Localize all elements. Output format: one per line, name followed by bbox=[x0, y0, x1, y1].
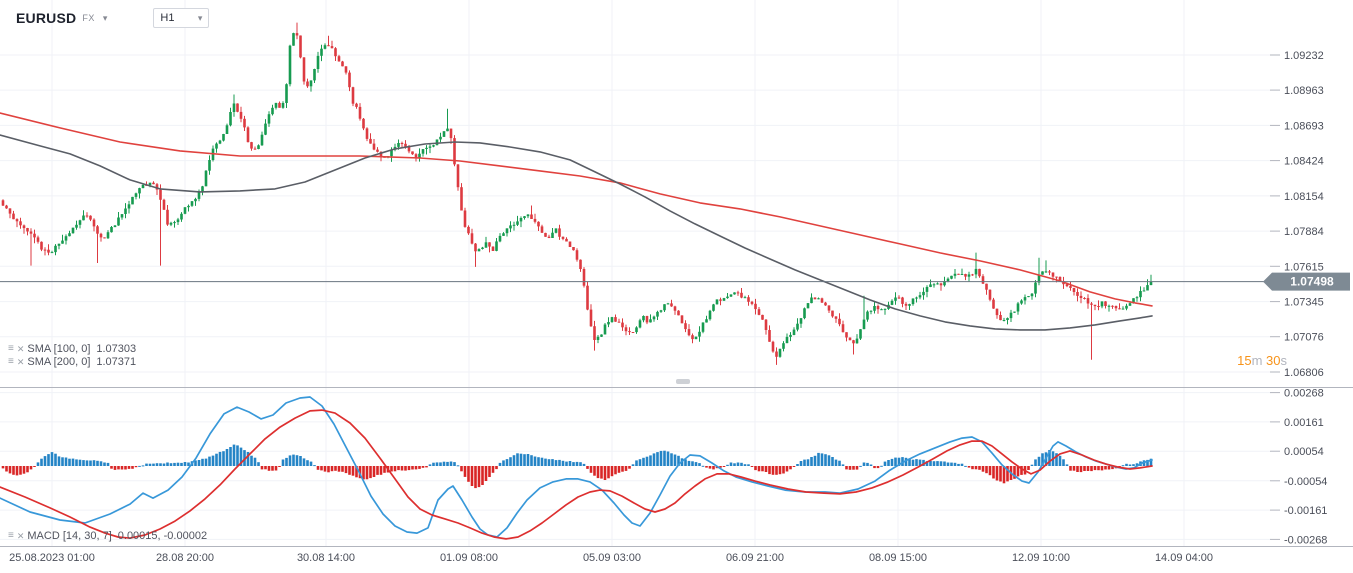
price-tick-label: 1.06806 bbox=[1284, 367, 1324, 379]
timer-seconds: 30 bbox=[1266, 353, 1281, 368]
macd-tick-label: -0.00161 bbox=[1284, 505, 1327, 517]
panel-handle[interactable] bbox=[676, 379, 690, 384]
macd-axis: 0.00268 0.00161 0.00054 -0.00054 -0.00161 -0.… bbox=[1270, 388, 1327, 546]
price-tick-label: 1.08963 bbox=[1284, 85, 1324, 97]
market-label: FX bbox=[82, 13, 95, 23]
macd-settings-icon[interactable]: ≡ bbox=[8, 530, 14, 541]
price-tick-label: 1.07884 bbox=[1284, 226, 1324, 238]
symbol-caret-icon[interactable]: ▾ bbox=[102, 12, 108, 23]
timeframe-caret-icon: ▾ bbox=[197, 12, 203, 23]
sma100-close-icon[interactable]: ✕ bbox=[16, 344, 25, 354]
price-tick-label: 1.07345 bbox=[1284, 297, 1324, 309]
last-price-label: 1.07498 bbox=[1290, 275, 1334, 289]
price-tick-label: 1.08424 bbox=[1284, 156, 1324, 168]
candlesticks bbox=[1, 22, 1153, 365]
macd-signal-line bbox=[0, 409, 1153, 540]
sma100-label: SMA [100, 0] bbox=[27, 343, 91, 355]
sma200-value: 1.07371 bbox=[96, 356, 137, 368]
time-tick-label: 06.09 21:00 bbox=[726, 552, 784, 564]
macd-tick-label: -0.00054 bbox=[1284, 476, 1327, 488]
timer-minutes: 15 bbox=[1237, 353, 1252, 368]
sma200-legend: ≡ ✕ SMA [200, 0] 1.07371 bbox=[8, 356, 136, 368]
sma100-settings-icon[interactable]: ≡ bbox=[8, 343, 14, 354]
price-tick-label: 1.08154 bbox=[1284, 191, 1324, 203]
time-tick-label: 30.08 14:00 bbox=[297, 552, 355, 564]
sma200-line bbox=[0, 134, 1153, 331]
time-tick-label: 05.09 03:00 bbox=[583, 552, 641, 564]
macd-histogram bbox=[1, 444, 1153, 489]
candle-countdown-timer: 15m 30s bbox=[1237, 353, 1287, 368]
time-tick-label: 25.08.2023 01:00 bbox=[9, 552, 95, 564]
macd-legend: ≡ ✕ MACD [14, 30, 7] 0.00015, -0.00002 bbox=[8, 530, 207, 542]
price-tick-label: 1.07076 bbox=[1284, 332, 1324, 344]
sma200-label: SMA [200, 0] bbox=[27, 356, 91, 368]
time-tick-label: 01.09 08:00 bbox=[440, 552, 498, 564]
time-tick-label: 08.09 15:00 bbox=[869, 552, 927, 564]
sma100-legend: ≡ ✕ SMA [100, 0] 1.07303 bbox=[8, 343, 136, 355]
last-price-badge: 1.07498 bbox=[1263, 272, 1350, 291]
symbol-header: EURUSD FX ▾ H1 ▾ bbox=[16, 8, 210, 28]
timeframe-value: H1 bbox=[160, 12, 175, 24]
gridlines bbox=[0, 0, 1270, 546]
sma200-settings-icon[interactable]: ≡ bbox=[8, 356, 14, 367]
price-axis: 1.09232 1.08963 1.08693 1.08424 1.08154 1.078… bbox=[1270, 50, 1324, 379]
macd-label: MACD [14, 30, 7] bbox=[27, 530, 112, 542]
time-axis: 25.08.2023 01:00 28.08 20:00 30.08 14:00 01… bbox=[9, 552, 1213, 564]
symbol-name[interactable]: EURUSD bbox=[16, 10, 77, 26]
price-tick-label: 1.07615 bbox=[1284, 261, 1324, 273]
time-tick-label: 12.09 10:00 bbox=[1012, 552, 1070, 564]
macd-tick-label: -0.00268 bbox=[1284, 534, 1327, 546]
macd-tick-label: 0.00054 bbox=[1284, 446, 1324, 458]
macd-tick-label: 0.00268 bbox=[1284, 388, 1324, 400]
macd-line bbox=[0, 396, 1153, 538]
time-tick-label: 28.08 20:00 bbox=[156, 552, 214, 564]
timeframe-dropdown[interactable]: H1 ▾ bbox=[153, 8, 210, 28]
macd-tick-label: 0.00161 bbox=[1284, 417, 1324, 429]
time-tick-label: 14.09 04:00 bbox=[1155, 552, 1213, 564]
sma100-value: 1.07303 bbox=[96, 343, 137, 355]
macd-close-icon[interactable]: ✕ bbox=[16, 531, 25, 541]
macd-value: 0.00015, -0.00002 bbox=[117, 530, 208, 542]
price-tick-label: 1.09232 bbox=[1284, 50, 1324, 62]
price-tick-label: 1.08693 bbox=[1284, 120, 1324, 132]
sma200-close-icon[interactable]: ✕ bbox=[16, 357, 25, 367]
sma100-line bbox=[0, 112, 1153, 307]
